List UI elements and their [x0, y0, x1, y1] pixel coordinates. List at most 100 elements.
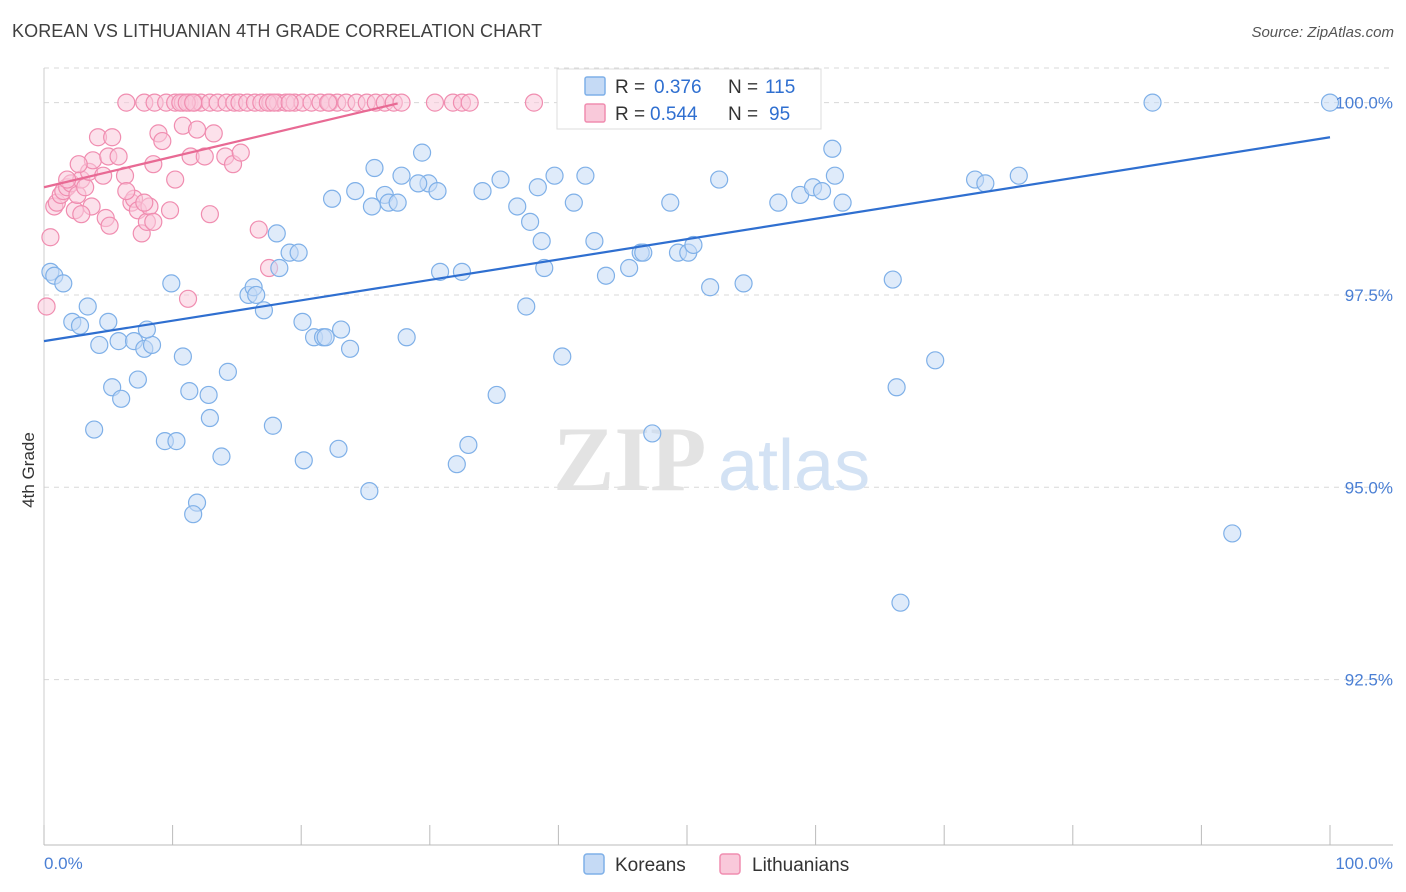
watermark-zip: ZIP	[553, 408, 706, 510]
y-tick-label: 92.5%	[1345, 671, 1393, 690]
legend-swatch-lithuanians	[584, 103, 606, 123]
point-koreans	[360, 482, 379, 501]
point-koreans	[459, 435, 478, 455]
point-koreans	[532, 231, 551, 251]
point-koreans	[54, 274, 73, 293]
point-lithuanians	[153, 131, 172, 151]
legend-swatch-koreans	[584, 76, 606, 96]
point-koreans	[452, 262, 472, 281]
point-koreans	[322, 189, 342, 208]
point-lithuanians	[144, 155, 163, 174]
legend-r-label-lithuanians: R =	[615, 104, 645, 125]
y-tick-label: 95.0%	[1345, 478, 1393, 497]
point-koreans	[199, 385, 218, 405]
point-koreans	[267, 224, 286, 243]
point-koreans	[887, 378, 906, 397]
y-tick-labels: 100.0% 97.5% 95.0% 92.5%	[1335, 94, 1393, 690]
point-lithuanians	[69, 155, 88, 174]
point-koreans	[173, 347, 192, 366]
point-lithuanians	[160, 201, 180, 220]
point-koreans	[388, 193, 407, 212]
point-koreans	[346, 181, 365, 201]
point-koreans	[430, 262, 450, 281]
point-koreans	[491, 170, 510, 189]
point-lithuanians	[265, 93, 284, 112]
point-lithuanians	[231, 143, 250, 162]
point-koreans	[528, 178, 547, 197]
point-koreans	[289, 243, 308, 262]
point-koreans	[620, 258, 639, 278]
point-koreans	[812, 181, 832, 201]
point-lithuanians	[460, 93, 479, 112]
point-koreans	[883, 270, 902, 289]
point-koreans	[180, 382, 199, 401]
point-koreans	[891, 593, 910, 612]
x-tick-label-max: 100.0%	[1335, 854, 1393, 873]
point-koreans	[634, 243, 653, 262]
point-koreans	[340, 339, 360, 358]
chart-title: KOREAN VS LITHUANIAN 4TH GRADE CORRELATI…	[12, 21, 543, 41]
source-note: Source: ZipAtlas.com	[1251, 24, 1394, 41]
point-koreans	[517, 297, 536, 316]
point-koreans	[535, 258, 554, 278]
point-lithuanians	[109, 147, 128, 166]
point-koreans	[392, 166, 411, 185]
point-lithuanians	[117, 181, 136, 201]
trend-lines	[43, 102, 1331, 343]
point-koreans	[1320, 93, 1340, 112]
point-koreans	[78, 297, 97, 316]
watermark: ZIP atlas	[553, 408, 870, 510]
point-koreans	[294, 451, 313, 470]
legend-n-value-lithuanians: 95	[769, 104, 790, 125]
point-koreans	[487, 385, 506, 405]
point-lithuanians	[187, 120, 207, 139]
stats-legend: R = 0.376 N = 115 R = 0.544 N = 95	[556, 68, 822, 130]
point-lithuanians	[37, 297, 56, 316]
legend-r-label-koreans: R =	[615, 77, 645, 98]
point-lithuanians	[166, 170, 185, 189]
point-lithuanians	[249, 220, 268, 239]
trend-line-koreans	[43, 136, 1331, 343]
point-koreans	[545, 166, 564, 185]
point-koreans	[90, 335, 109, 355]
point-lithuanians	[280, 93, 299, 112]
point-koreans	[329, 439, 348, 458]
bottom-legend-label-lithuanians: Lithuanians	[752, 855, 849, 876]
point-lithuanians	[392, 93, 411, 112]
point-koreans	[576, 166, 595, 185]
point-lithuanians	[200, 205, 219, 224]
point-koreans	[926, 351, 945, 370]
legend-n-value-koreans: 115	[765, 77, 795, 98]
point-koreans	[1009, 166, 1028, 185]
point-koreans	[684, 235, 703, 255]
point-koreans	[365, 158, 384, 178]
point-koreans	[184, 505, 203, 524]
y-tick-label: 100.0%	[1335, 94, 1393, 113]
point-koreans	[661, 193, 680, 212]
point-lithuanians	[524, 93, 544, 112]
point-koreans	[112, 389, 131, 408]
point-koreans	[293, 312, 312, 331]
point-koreans	[643, 424, 662, 443]
point-koreans	[316, 328, 335, 347]
axes	[43, 68, 1393, 846]
legend-r-value-lithuanians: 0.544	[650, 104, 698, 125]
point-koreans	[734, 274, 753, 293]
point-koreans	[70, 316, 90, 335]
point-lithuanians	[41, 228, 60, 247]
point-koreans	[428, 181, 447, 201]
point-koreans	[1143, 93, 1162, 112]
point-lithuanians	[144, 212, 163, 231]
point-lithuanians	[135, 193, 154, 212]
point-koreans	[109, 332, 128, 351]
point-koreans	[976, 174, 995, 193]
point-koreans	[596, 266, 616, 285]
point-lithuanians	[425, 93, 445, 112]
y-tick-label: 97.5%	[1345, 286, 1393, 305]
point-koreans	[200, 408, 219, 428]
legend-n-label-koreans: N =	[728, 77, 758, 98]
point-koreans	[167, 432, 186, 451]
point-koreans	[412, 143, 432, 162]
point-koreans	[142, 335, 162, 355]
